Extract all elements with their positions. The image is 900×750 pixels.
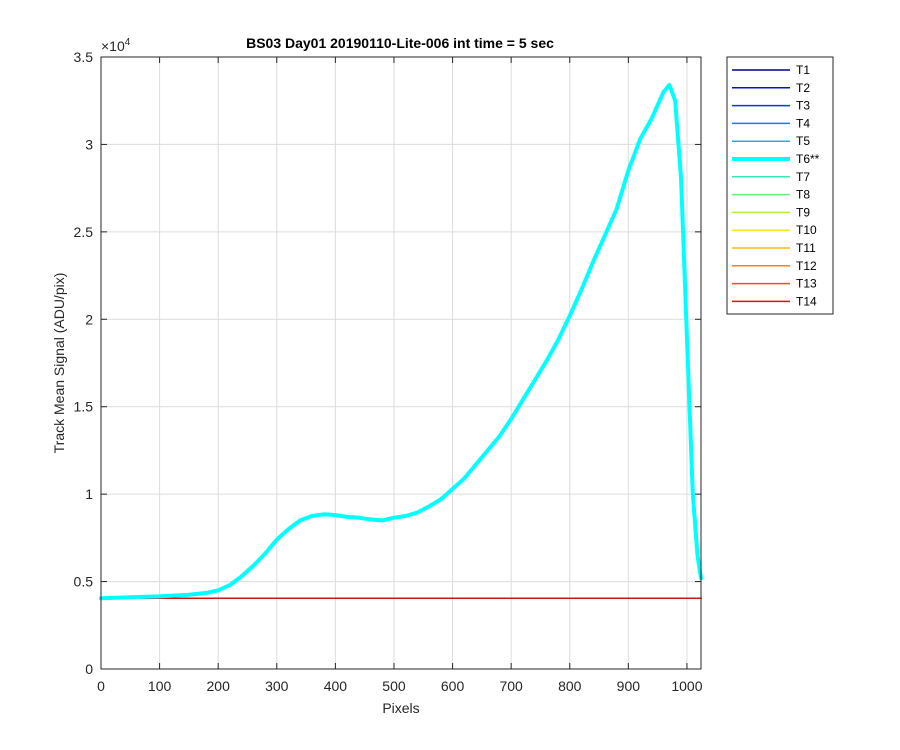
legend-entry: T11 — [796, 241, 816, 255]
legend-entry: T9 — [796, 205, 810, 219]
legend-entry: T4 — [796, 116, 810, 130]
y-tick-label: 1.5 — [74, 399, 94, 415]
x-tick-label: 700 — [499, 678, 523, 694]
y-exponent-base: ×10 — [101, 38, 125, 54]
legend: T1 T2 T3 T4 T5 T6** T7 T8 T9 T10 T11 T12 T13 T14 — [726, 56, 834, 315]
x-tick-label: 800 — [558, 678, 582, 694]
x-tick-label: 600 — [441, 678, 465, 694]
y-tick-label: 1 — [85, 486, 93, 502]
y-tick-label: 3 — [85, 136, 93, 152]
chart-title: BS03 Day01 20190110-Lite-006 int time = … — [246, 35, 554, 51]
legend-entry: T10 — [796, 223, 817, 237]
axis-ticks: 0 100 200 300 400 500 600 700 800 900 1000 0 0.5 1 1.5… — [74, 49, 703, 694]
series-lines — [99, 83, 703, 601]
y-tick-label: 2.5 — [74, 224, 94, 240]
x-tick-label: 300 — [265, 678, 289, 694]
legend-entry: T8 — [796, 188, 810, 202]
y-exponent-power: 4 — [125, 37, 131, 48]
y-axis-exponent: ×104 — [101, 37, 131, 54]
legend-entry: T13 — [796, 277, 817, 291]
x-tick-label: 200 — [207, 678, 231, 694]
x-tick-label: 900 — [617, 678, 641, 694]
legend-entry: T7 — [796, 170, 810, 184]
series-line-t6 — [99, 83, 703, 601]
x-tick-label: 500 — [382, 678, 406, 694]
y-tick-label: 0 — [85, 661, 93, 677]
y-tick-label: 0.5 — [74, 574, 94, 590]
x-tick-label: 0 — [97, 678, 105, 694]
grid-lines — [100, 56, 701, 670]
y-axis-label: Track Mean Signal (ADU/pix) — [51, 273, 67, 454]
y-tick-label: 3.5 — [74, 49, 94, 65]
x-axis-label: Pixels — [382, 700, 419, 716]
legend-entry: T3 — [796, 99, 810, 113]
y-tick-label: 2 — [85, 311, 93, 327]
axes-box — [100, 56, 702, 670]
legend-entry: T14 — [796, 294, 817, 308]
legend-entry: T6** — [796, 152, 820, 166]
legend-entry: T12 — [796, 259, 817, 273]
x-tick-label: 400 — [324, 678, 348, 694]
legend-entry: T1 — [796, 63, 810, 77]
x-tick-label: 1000 — [671, 678, 702, 694]
legend-entry: T2 — [796, 81, 810, 95]
x-tick-label: 100 — [148, 678, 172, 694]
legend-box — [726, 56, 834, 315]
legend-entry: T5 — [796, 134, 810, 148]
